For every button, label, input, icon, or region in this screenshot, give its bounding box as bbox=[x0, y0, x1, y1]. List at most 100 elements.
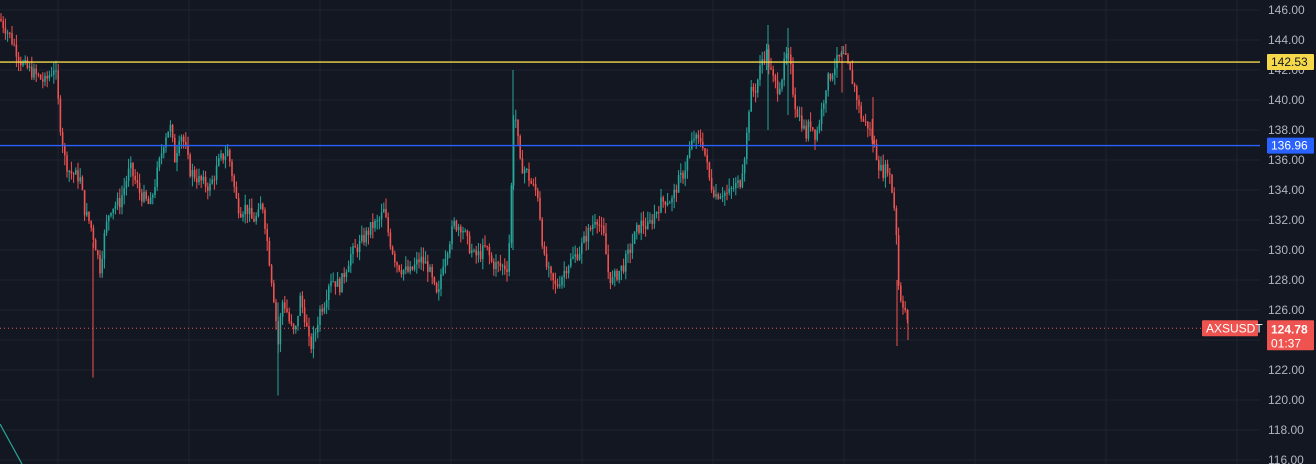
candle-body bbox=[574, 254, 576, 257]
candle-body bbox=[369, 222, 372, 235]
candle-body bbox=[389, 232, 392, 248]
candle-body bbox=[209, 183, 211, 191]
candle-body bbox=[666, 202, 669, 205]
candle-body bbox=[156, 167, 158, 187]
candle-body bbox=[325, 300, 328, 308]
candle-body bbox=[583, 235, 585, 243]
candle-body bbox=[616, 271, 618, 280]
candle-body bbox=[541, 219, 543, 247]
candle-body bbox=[308, 326, 310, 337]
candle-body bbox=[152, 195, 154, 198]
candle-body bbox=[559, 285, 561, 287]
candle-body bbox=[488, 246, 491, 256]
candle-body bbox=[149, 197, 152, 204]
candle-body bbox=[185, 142, 187, 146]
candle-body bbox=[176, 153, 178, 163]
candle-body bbox=[629, 249, 631, 253]
candle-body bbox=[123, 188, 125, 196]
candle-body bbox=[596, 221, 598, 225]
candle-body bbox=[220, 153, 222, 159]
candle-body bbox=[589, 227, 592, 229]
candle-body bbox=[66, 155, 68, 172]
candle-body bbox=[53, 70, 55, 75]
candle-body bbox=[834, 68, 836, 75]
candle-body bbox=[631, 243, 634, 253]
candle-body bbox=[607, 254, 609, 273]
candle-body bbox=[288, 312, 290, 322]
candle-body bbox=[218, 158, 220, 166]
candle-body bbox=[409, 266, 411, 272]
candle-body bbox=[900, 285, 902, 301]
candle-body bbox=[244, 204, 246, 215]
candle-body bbox=[677, 175, 680, 193]
candle-body bbox=[224, 156, 227, 160]
candle-body bbox=[413, 264, 416, 270]
candle-body bbox=[312, 333, 315, 349]
level-price-tag-label: 136.96 bbox=[1271, 139, 1308, 153]
candle-body bbox=[862, 118, 865, 122]
candle-body bbox=[730, 188, 733, 190]
countdown-label: 01:37 bbox=[1271, 336, 1301, 350]
candle-body bbox=[625, 254, 627, 272]
price-axis[interactable]: 146.00144.00142.00140.00138.00136.00134.… bbox=[1260, 0, 1316, 464]
candle-body bbox=[486, 245, 488, 247]
candle-body bbox=[462, 230, 464, 233]
candle-body bbox=[686, 157, 689, 171]
symbol-label: AXSUSDT bbox=[1206, 321, 1263, 335]
candle-body bbox=[398, 265, 400, 271]
candle-body bbox=[110, 213, 112, 216]
candle-body bbox=[453, 221, 455, 227]
candle-body bbox=[114, 205, 117, 209]
candle-body bbox=[248, 207, 251, 215]
candle-body bbox=[455, 221, 458, 231]
candle-body bbox=[9, 32, 11, 34]
candle-body bbox=[273, 283, 275, 303]
candle-body bbox=[264, 209, 266, 229]
candle-body bbox=[50, 74, 53, 76]
candle-body bbox=[187, 145, 189, 155]
candle-body bbox=[504, 265, 506, 270]
candle-body bbox=[81, 177, 84, 191]
candle-body bbox=[471, 250, 473, 253]
symbol-tag bbox=[1202, 320, 1258, 337]
candle-body bbox=[237, 198, 240, 214]
candle-body bbox=[572, 256, 574, 259]
candle-body bbox=[614, 271, 616, 277]
candle-body bbox=[180, 136, 183, 142]
price-tick-label: 118.00 bbox=[1268, 423, 1304, 437]
candle-body bbox=[473, 250, 475, 252]
candle-body bbox=[240, 213, 242, 218]
horizontal-lines[interactable] bbox=[0, 61, 1260, 329]
candle-body bbox=[878, 160, 880, 171]
candle-body bbox=[754, 90, 757, 93]
candle-body bbox=[222, 153, 224, 160]
candle-body bbox=[182, 136, 185, 142]
candle-body bbox=[350, 254, 352, 266]
candle-body bbox=[904, 307, 906, 311]
candle-body bbox=[578, 253, 581, 260]
candle-body bbox=[407, 266, 409, 272]
candle-body bbox=[644, 226, 647, 229]
candle-body bbox=[774, 75, 777, 81]
candle-body bbox=[191, 170, 194, 177]
candle-body bbox=[598, 224, 601, 226]
candle-body bbox=[253, 218, 255, 222]
candle-body bbox=[314, 332, 317, 334]
candle-body bbox=[532, 183, 535, 185]
candle-body bbox=[4, 27, 7, 34]
candle-body bbox=[479, 251, 482, 260]
candle-body bbox=[884, 164, 887, 178]
candle-body bbox=[798, 115, 801, 117]
candle-body bbox=[699, 138, 702, 142]
candle-body bbox=[708, 162, 711, 178]
candle-body bbox=[528, 169, 530, 181]
candle-body bbox=[0, 19, 2, 21]
candle-body bbox=[772, 69, 774, 76]
candle-body bbox=[704, 148, 706, 155]
candle-body bbox=[466, 230, 469, 236]
candle-body bbox=[378, 219, 381, 221]
candle-body bbox=[776, 80, 779, 94]
